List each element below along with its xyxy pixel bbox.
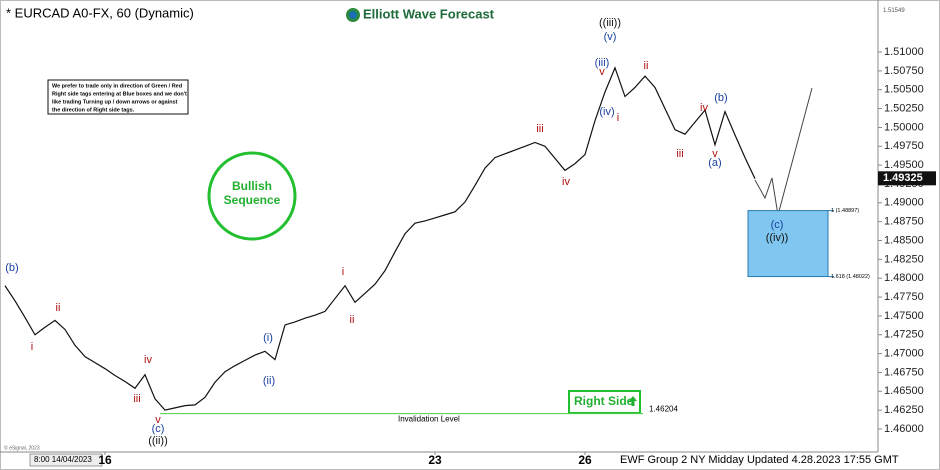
wave-label: ((ii)) xyxy=(148,435,168,447)
wave-label: iii xyxy=(676,148,683,160)
wave-label: ((iii)) xyxy=(599,17,621,29)
note-box xyxy=(47,79,189,115)
wave-label: i xyxy=(342,266,344,278)
y-tick-label: 1.46250 xyxy=(884,404,924,416)
y-tick-label: 1.49000 xyxy=(884,197,924,209)
wave-label: (v) xyxy=(604,31,617,43)
wave-label: iv xyxy=(562,176,570,188)
x-tick-label: 26 xyxy=(578,453,592,467)
y-tick-label: 1.48750 xyxy=(884,216,924,228)
sequence-circle xyxy=(207,151,297,241)
sequence-label: Sequence xyxy=(224,193,281,207)
sequence-label: Bullish xyxy=(232,179,272,193)
logo: Elliott Wave Forecast xyxy=(346,6,495,22)
y-tick-label: 1.46500 xyxy=(884,385,924,397)
y-tick-label: 1.50750 xyxy=(884,65,924,77)
wave-label: iv xyxy=(700,102,708,114)
wave-label: (c) xyxy=(771,219,784,231)
wave-label: (b) xyxy=(5,262,18,274)
credit: © eSignal, 2023 xyxy=(4,444,40,451)
wave-label: (iv) xyxy=(599,106,614,118)
y-tick-label: 1.49750 xyxy=(884,140,924,152)
y-tick-label: 1.48000 xyxy=(884,272,924,284)
date-box xyxy=(29,453,103,467)
y-tick-label: 1.49500 xyxy=(884,159,924,171)
y-tick-label: 1.48500 xyxy=(884,234,924,246)
arrow-up-icon xyxy=(629,396,637,406)
price-line xyxy=(4,66,756,411)
note-line: Right side tags entering at Blue boxes a… xyxy=(52,91,187,97)
brand: Elliott Wave Forecast xyxy=(363,6,495,21)
wave-label: (c) xyxy=(152,423,165,435)
note-line: We prefer to trade only in direction of … xyxy=(52,83,182,89)
wave-label: ii xyxy=(644,60,649,72)
wave-label: v xyxy=(712,148,718,160)
wave-label: i xyxy=(31,341,33,353)
wave-label: ii xyxy=(56,302,61,314)
y-tick-label: 1.51000 xyxy=(884,46,924,58)
footer: EWF Group 2 NY Midday Updated 4.28.2023 … xyxy=(620,454,899,466)
wave-label: (i) xyxy=(263,332,273,344)
wave-label: (a) xyxy=(708,157,721,169)
y-tick-label: 1.50500 xyxy=(884,84,924,96)
date-box-label: 8:00 14/04/2023 xyxy=(34,455,92,464)
y-tick-label: 1.46000 xyxy=(884,423,924,435)
last-price-box xyxy=(878,171,936,186)
y-tick-label: 1.48250 xyxy=(884,253,924,265)
wave-label: v xyxy=(155,414,161,426)
note-line: the direction of Right side tags. xyxy=(52,107,135,113)
top-price-label: 1.51549 xyxy=(883,8,905,14)
y-tick-label: 1.47750 xyxy=(884,291,924,303)
projection-path xyxy=(754,87,813,216)
wave-label: (b) xyxy=(714,92,727,104)
wave-label: iii xyxy=(536,123,543,135)
wave-label: ii xyxy=(350,314,355,326)
chart-title: * EURCAD A0-FX, 60 (Dynamic) xyxy=(6,5,194,20)
y-tick-label: 1.47250 xyxy=(884,329,924,341)
invalidation-value: 1.46204 xyxy=(649,405,678,414)
note: We prefer to trade only in direction of … xyxy=(52,83,187,113)
y-tick-label: 1.47000 xyxy=(884,348,924,360)
last-price-label: 1.49325 xyxy=(883,172,923,184)
right-side-badge xyxy=(568,390,641,414)
wave-label: iv xyxy=(144,354,152,366)
wave-label: v xyxy=(599,66,605,78)
invalidation-label: Invalidation Level xyxy=(398,415,460,424)
target-box xyxy=(747,210,829,278)
y-tick-label: 1.50250 xyxy=(884,102,924,114)
wave-label: (iii) xyxy=(595,57,610,69)
y-tick-label: 1.50000 xyxy=(884,121,924,133)
x-tick-label: 23 xyxy=(428,453,442,467)
y-tick-label: 1.47500 xyxy=(884,310,924,322)
y-tick-label: 1.46750 xyxy=(884,366,924,378)
target-label: 1 (1.48897) xyxy=(831,208,859,214)
right-side-label: Right Side xyxy=(574,394,634,408)
x-tick-label: 16 xyxy=(98,453,112,467)
wave-label: ((iv)) xyxy=(766,232,789,244)
target-label: 1.618 (1.48022) xyxy=(831,274,870,280)
wave-label: (ii) xyxy=(263,375,275,387)
wave-label: i xyxy=(617,112,619,124)
wave-label: iii xyxy=(133,393,140,405)
note-line: like trading Turning up / down arrows or… xyxy=(52,99,178,105)
